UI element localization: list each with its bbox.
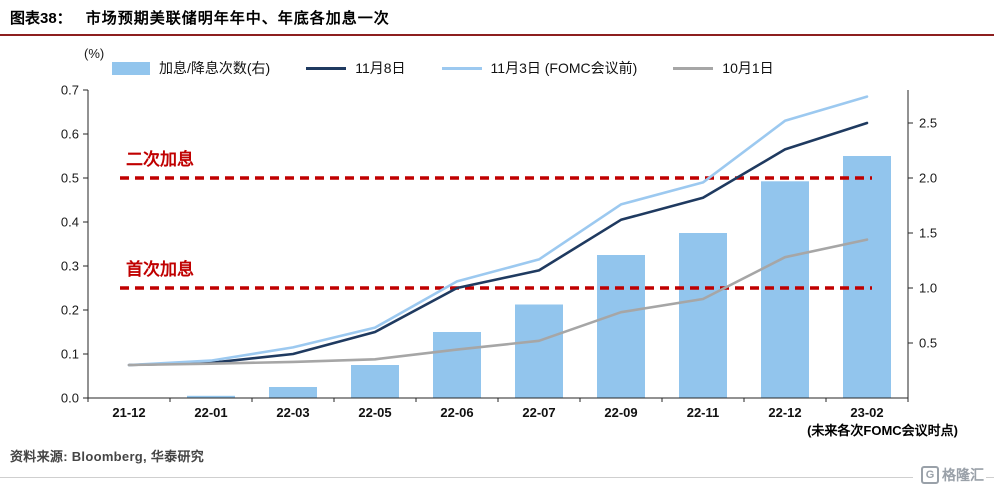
legend-line-swatch [306, 66, 347, 70]
bar [515, 304, 563, 398]
gelonghui-logo: G 格隆汇 [913, 464, 986, 486]
x-tick-label: 22-06 [440, 405, 473, 420]
x-tick-label: 22-03 [276, 405, 309, 420]
legend-label: 加息/降息次数(右) [159, 60, 271, 76]
left-tick-label: 0.4 [61, 215, 79, 230]
legend-bar-swatch [112, 61, 150, 75]
left-tick-label: 0.5 [61, 171, 79, 186]
legend-line-swatch [673, 66, 714, 70]
legend-item: 11月3日 (FOMC会议前) [441, 58, 638, 78]
legend-item: 11月8日 [306, 58, 406, 78]
legend-item: 10月1日 [673, 58, 774, 78]
x-tick-label: 22-01 [194, 405, 227, 420]
right-tick-label: 2.0 [919, 171, 937, 186]
left-tick-label: 0.2 [61, 303, 79, 318]
x-tick-label: 22-11 [687, 405, 720, 420]
reference-label: 首次加息 [126, 259, 194, 279]
gelonghui-logo-text: 格隆汇 [942, 467, 984, 483]
legend-item: 加息/降息次数(右) [112, 58, 270, 78]
chart-header: 图表38： 市场预期美联储明年年中、年底各加息一次 [0, 0, 994, 36]
x-axis-note: (未来各次FOMC会议时点) [807, 423, 958, 438]
line-series [127, 121, 869, 367]
bar [187, 395, 235, 398]
line-series [127, 95, 869, 367]
x-tick-label: 22-05 [358, 405, 391, 420]
gelonghui-logo-icon: G [921, 466, 939, 484]
source-text: 资料来源: Bloomberg, 华泰研究 [10, 449, 205, 464]
x-tick-label: 22-07 [522, 405, 555, 420]
legend-label: 11月3日 (FOMC会议前) [490, 60, 638, 76]
bar [269, 387, 317, 398]
left-tick-label: 0.7 [61, 83, 79, 98]
figure-number: 图表38： [10, 10, 72, 27]
footer-divider [0, 477, 994, 478]
legend-label: 11月8日 [355, 60, 406, 76]
right-tick-label: 1.5 [919, 226, 937, 241]
left-tick-label: 0.1 [61, 347, 79, 362]
right-tick-label: 2.5 [919, 116, 937, 131]
bar [351, 365, 399, 398]
page-title: 市场预期美联储明年年中、年底各加息一次 [85, 10, 390, 27]
x-tick-label: 21-12 [112, 405, 145, 420]
reference-label: 二次加息 [126, 149, 194, 169]
x-tick-label: 22-09 [604, 405, 637, 420]
chart-legend: 加息/降息次数(右) 11月8日 11月3日 (FOMC会议前) 10月1日 [112, 56, 994, 80]
legend-line-swatch [441, 66, 482, 70]
chart-footer: 资料来源: Bloomberg, 华泰研究 G 格隆汇 [0, 440, 994, 487]
bar [679, 233, 727, 398]
left-tick-label: 0.0 [61, 391, 79, 406]
line-series [127, 238, 869, 367]
x-tick-label: 22-12 [768, 405, 801, 420]
legend-label: 10月1日 [722, 60, 774, 76]
left-axis-unit-label: (%) [84, 46, 105, 61]
bar [597, 255, 645, 398]
right-tick-label: 0.5 [919, 336, 937, 351]
x-tick-label: 23-02 [850, 405, 883, 420]
left-tick-label: 0.3 [61, 259, 79, 274]
bar [433, 332, 481, 398]
right-tick-label: 1.0 [919, 281, 937, 296]
bar [843, 156, 891, 398]
left-tick-label: 0.6 [61, 127, 79, 142]
